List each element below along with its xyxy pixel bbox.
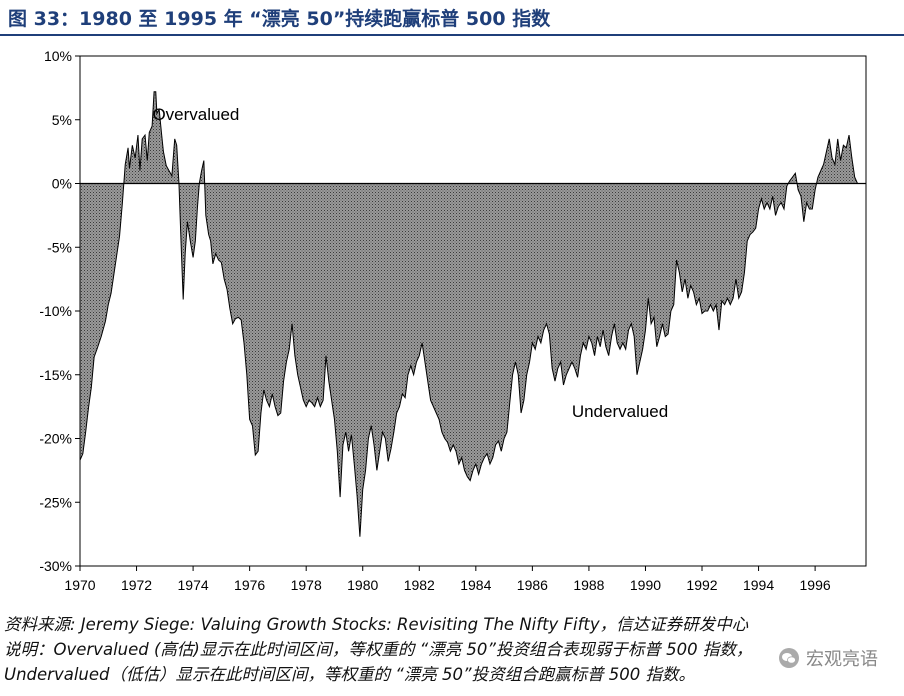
y-tick-label: -5%	[47, 239, 72, 255]
note-line-2: Undervalued（低估）显示在此时间区间，等权重的 “漂亮 50”投资组合…	[4, 665, 696, 684]
x-axis-ticks: 1970 1972 1974 1976 1978 1980 1982 1984 1986 1988…	[64, 566, 831, 593]
notes-block: 资料来源: Jeremy Siege: Valuing Growth Stock…	[4, 612, 900, 687]
y-tick-label: 0%	[52, 176, 72, 192]
chart-annotations: Overvalued Undervalued	[152, 105, 668, 421]
x-tick-label: 1986	[517, 577, 548, 593]
y-tick-label: -10%	[39, 303, 72, 319]
x-tick-label: 1970	[64, 577, 95, 593]
figure-title: 图 33：1980 至 1995 年 “漂亮 50”持续跑赢标普 500 指数	[8, 8, 551, 30]
y-tick-label: -30%	[39, 558, 72, 574]
y-tick-label: -20%	[39, 431, 72, 447]
y-tick-label: -15%	[39, 367, 72, 383]
annotation-label: Undervalued	[572, 402, 668, 421]
x-tick-label: 1992	[686, 577, 717, 593]
source-line: 资料来源: Jeremy Siege: Valuing Growth Stock…	[4, 615, 749, 634]
x-tick-label: 1974	[178, 577, 209, 593]
x-tick-label: 1994	[743, 577, 774, 593]
y-tick-label: 10%	[44, 48, 72, 64]
x-tick-label: 1980	[347, 577, 378, 593]
x-tick-label: 1976	[234, 577, 265, 593]
wechat-icon	[779, 648, 799, 668]
x-tick-label: 1972	[121, 577, 152, 593]
annotation-label: Overvalued	[152, 105, 239, 124]
series-area	[79, 91, 859, 537]
watermark: 宏观亮语	[774, 646, 882, 670]
note-line-1: 说明：Overvalued (高估)显示在此时间区间，等权重的 “漂亮 50”投…	[4, 640, 753, 659]
x-tick-label: 1996	[800, 577, 831, 593]
y-tick-label: -25%	[39, 494, 72, 510]
x-tick-label: 1982	[404, 577, 435, 593]
watermark-text: 宏观亮语	[806, 649, 878, 670]
x-tick-label: 1990	[630, 577, 661, 593]
x-tick-label: 1978	[291, 577, 322, 593]
x-tick-label: 1984	[460, 577, 491, 593]
nifty-fifty-area-chart: 10%5%0%-5%-10%-15%-20%-25%-30% 1970 1972 1…	[39, 48, 867, 593]
plot-frame	[79, 55, 867, 567]
x-tick-label: 1988	[573, 577, 604, 593]
y-tick-label: 5%	[52, 112, 72, 128]
title-divider	[0, 34, 904, 36]
y-axis-ticks: 10% 5% 0% -5% -10% -15% -20% -25% -30%	[39, 48, 80, 574]
